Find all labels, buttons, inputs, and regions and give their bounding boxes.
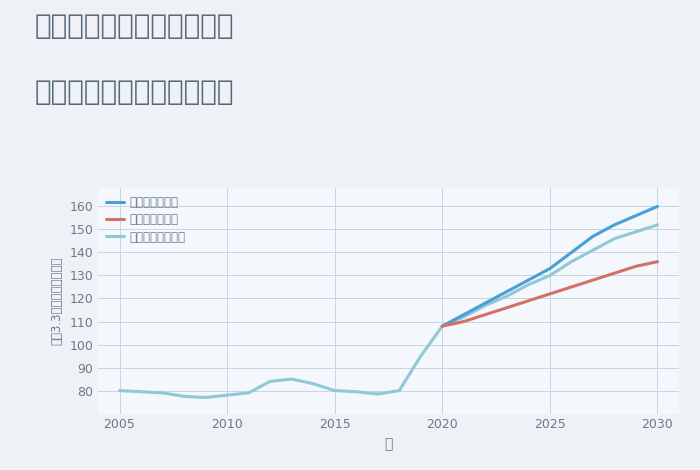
バッドシナリオ <box>589 277 597 283</box>
Y-axis label: 坪（3.3㎡）単価（万円）: 坪（3.3㎡）単価（万円） <box>50 257 64 345</box>
グッドシナリオ <box>632 213 640 219</box>
ノーマルシナリオ <box>524 282 533 288</box>
ノーマルシナリオ <box>610 236 619 242</box>
グッドシナリオ <box>610 222 619 227</box>
バッドシナリオ <box>524 298 533 304</box>
Line: ノーマルシナリオ: ノーマルシナリオ <box>442 225 657 326</box>
バッドシナリオ <box>481 312 489 317</box>
グッドシナリオ <box>503 289 511 294</box>
バッドシナリオ <box>438 323 447 329</box>
グッドシナリオ <box>481 300 489 306</box>
Legend: グッドシナリオ, バッドシナリオ, ノーマルシナリオ: グッドシナリオ, バッドシナリオ, ノーマルシナリオ <box>104 194 188 246</box>
グッドシナリオ <box>546 266 554 271</box>
バッドシナリオ <box>503 305 511 311</box>
ノーマルシナリオ <box>503 293 511 299</box>
グッドシナリオ <box>460 312 468 317</box>
バッドシナリオ <box>653 259 662 265</box>
グッドシナリオ <box>524 277 533 283</box>
Text: 埼玉県東松山市あずま町の: 埼玉県東松山市あずま町の <box>35 12 235 40</box>
バッドシナリオ <box>460 319 468 324</box>
ノーマルシナリオ <box>438 323 447 329</box>
ノーマルシナリオ <box>460 314 468 320</box>
グッドシナリオ <box>438 323 447 329</box>
ノーマルシナリオ <box>589 247 597 253</box>
グッドシナリオ <box>589 234 597 239</box>
グッドシナリオ <box>567 250 575 255</box>
ノーマルシナリオ <box>567 259 575 265</box>
ノーマルシナリオ <box>653 222 662 227</box>
X-axis label: 年: 年 <box>384 437 393 451</box>
ノーマルシナリオ <box>481 303 489 308</box>
グッドシナリオ <box>653 204 662 209</box>
ノーマルシナリオ <box>632 229 640 235</box>
バッドシナリオ <box>632 264 640 269</box>
Line: バッドシナリオ: バッドシナリオ <box>442 262 657 326</box>
バッドシナリオ <box>610 270 619 276</box>
バッドシナリオ <box>567 284 575 290</box>
バッドシナリオ <box>546 291 554 297</box>
ノーマルシナリオ <box>546 273 554 278</box>
Text: 中古マンションの価格推移: 中古マンションの価格推移 <box>35 78 235 106</box>
Line: グッドシナリオ: グッドシナリオ <box>442 206 657 326</box>
